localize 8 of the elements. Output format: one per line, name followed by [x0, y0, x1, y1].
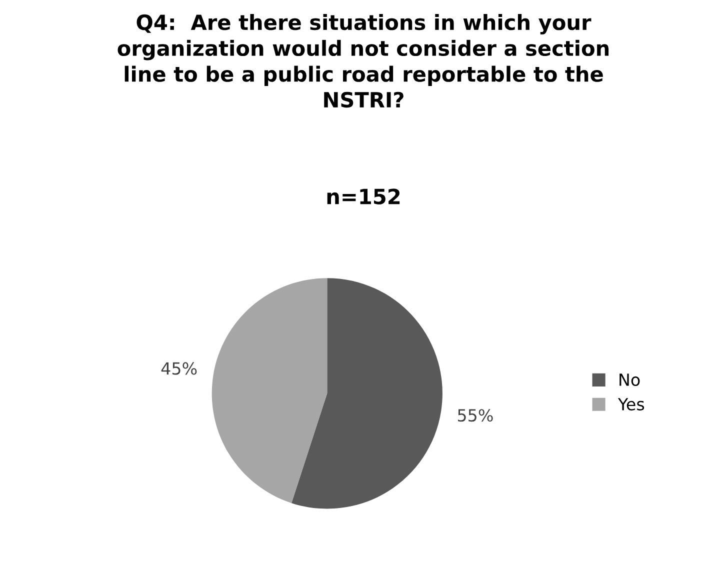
chart-subtitle: n=152: [327, 188, 400, 204]
data-label: 45%: [161, 362, 197, 375]
pie-slice: [212, 278, 328, 504]
pie-slice: [292, 278, 442, 509]
legend-label: No: [620, 374, 640, 386]
data-label: 55%: [458, 409, 493, 422]
legend-label: Yes: [618, 398, 644, 410]
chart-title: Q4: Are there situations in which your organization would not consider a section line to be a public road reportable to the NSTRI?: [118, 14, 609, 108]
